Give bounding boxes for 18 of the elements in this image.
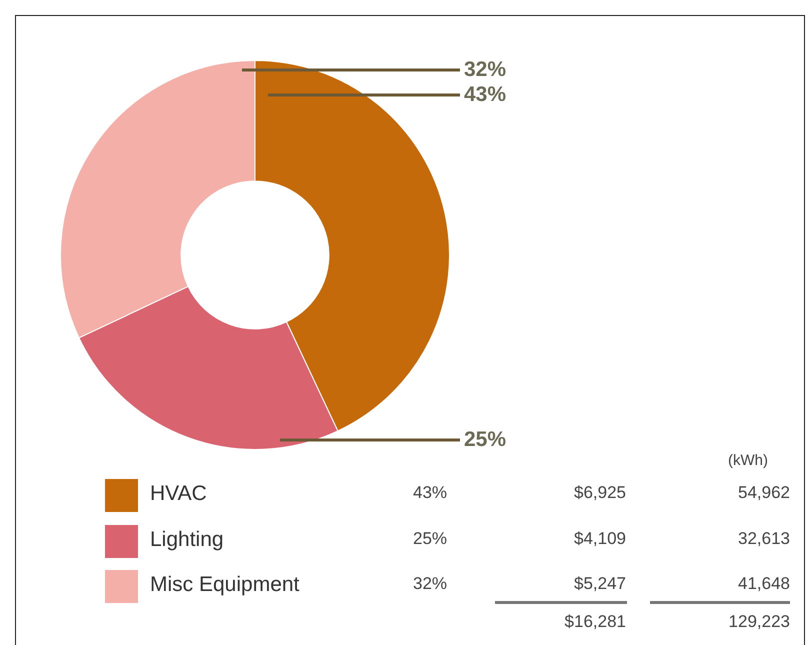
text: 32% xyxy=(413,574,448,593)
text: $6,925 xyxy=(573,483,626,503)
data-label: 25% xyxy=(464,428,506,451)
text: 25% xyxy=(413,529,448,548)
text: 54,962 xyxy=(737,483,790,503)
text: 32,613 xyxy=(737,529,790,549)
data-label: 43% xyxy=(464,82,506,106)
legend-label: Lighting xyxy=(150,528,224,552)
text: $16,281 xyxy=(564,612,626,632)
text: $4,109 xyxy=(573,529,626,549)
text: $5,247 xyxy=(573,574,626,594)
text: (kWh) xyxy=(727,452,768,469)
data-label: 32% xyxy=(464,58,506,81)
legend-label: HVAC xyxy=(150,482,207,506)
text: 43% xyxy=(413,483,448,502)
legend-label: Misc Equipment xyxy=(150,573,300,597)
text: 129,223 xyxy=(728,612,790,632)
text: 41,648 xyxy=(737,574,790,594)
